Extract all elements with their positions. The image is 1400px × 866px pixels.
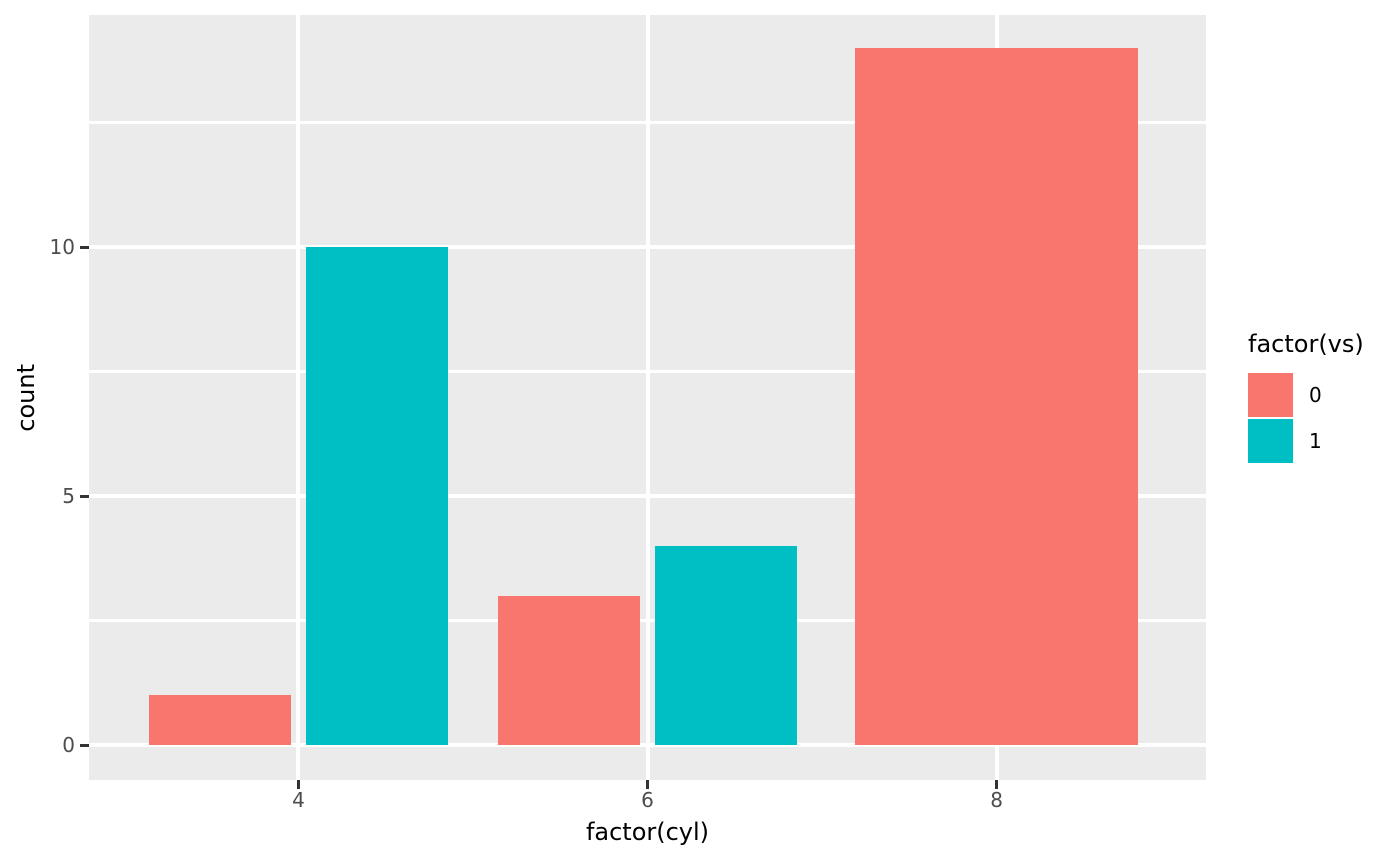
x-tick-mark — [995, 780, 999, 789]
legend-entry: 0 — [1248, 373, 1364, 417]
x-axis-title: factor(cyl) — [585, 818, 710, 846]
x-tick-mark — [296, 780, 300, 789]
legend-swatch-0 — [1248, 373, 1293, 417]
y-tick-label: 0 — [62, 733, 75, 758]
y-tick-label: 10 — [49, 235, 75, 260]
x-major-gridline — [645, 15, 650, 780]
y-tick-mark — [80, 494, 89, 498]
x-tick-label: 8 — [990, 788, 1003, 812]
bar-cyl8-vs0 — [855, 47, 1138, 746]
legend-label: 1 — [1309, 429, 1322, 453]
bar-cyl4-vs0 — [149, 695, 291, 746]
y-tick-mark — [80, 245, 89, 249]
bar-cyl4-vs1 — [306, 247, 448, 746]
plot-panel — [89, 15, 1206, 780]
bar-cyl6-vs0 — [498, 595, 640, 746]
y-axis-title-box: count — [8, 15, 44, 780]
y-tick-label: 5 — [62, 484, 75, 509]
y-axis-title: count — [12, 363, 40, 432]
y-tick-mark — [80, 743, 89, 747]
legend-title: factor(vs) — [1248, 330, 1364, 358]
legend-swatch-1 — [1248, 419, 1293, 463]
x-tick-label: 4 — [292, 788, 305, 812]
x-major-gridline — [296, 15, 301, 780]
legend-label: 0 — [1309, 383, 1322, 407]
x-tick-label: 6 — [641, 788, 654, 812]
bar-cyl6-vs1 — [655, 545, 797, 746]
legend-entry: 1 — [1248, 419, 1364, 463]
x-tick-mark — [646, 780, 649, 789]
